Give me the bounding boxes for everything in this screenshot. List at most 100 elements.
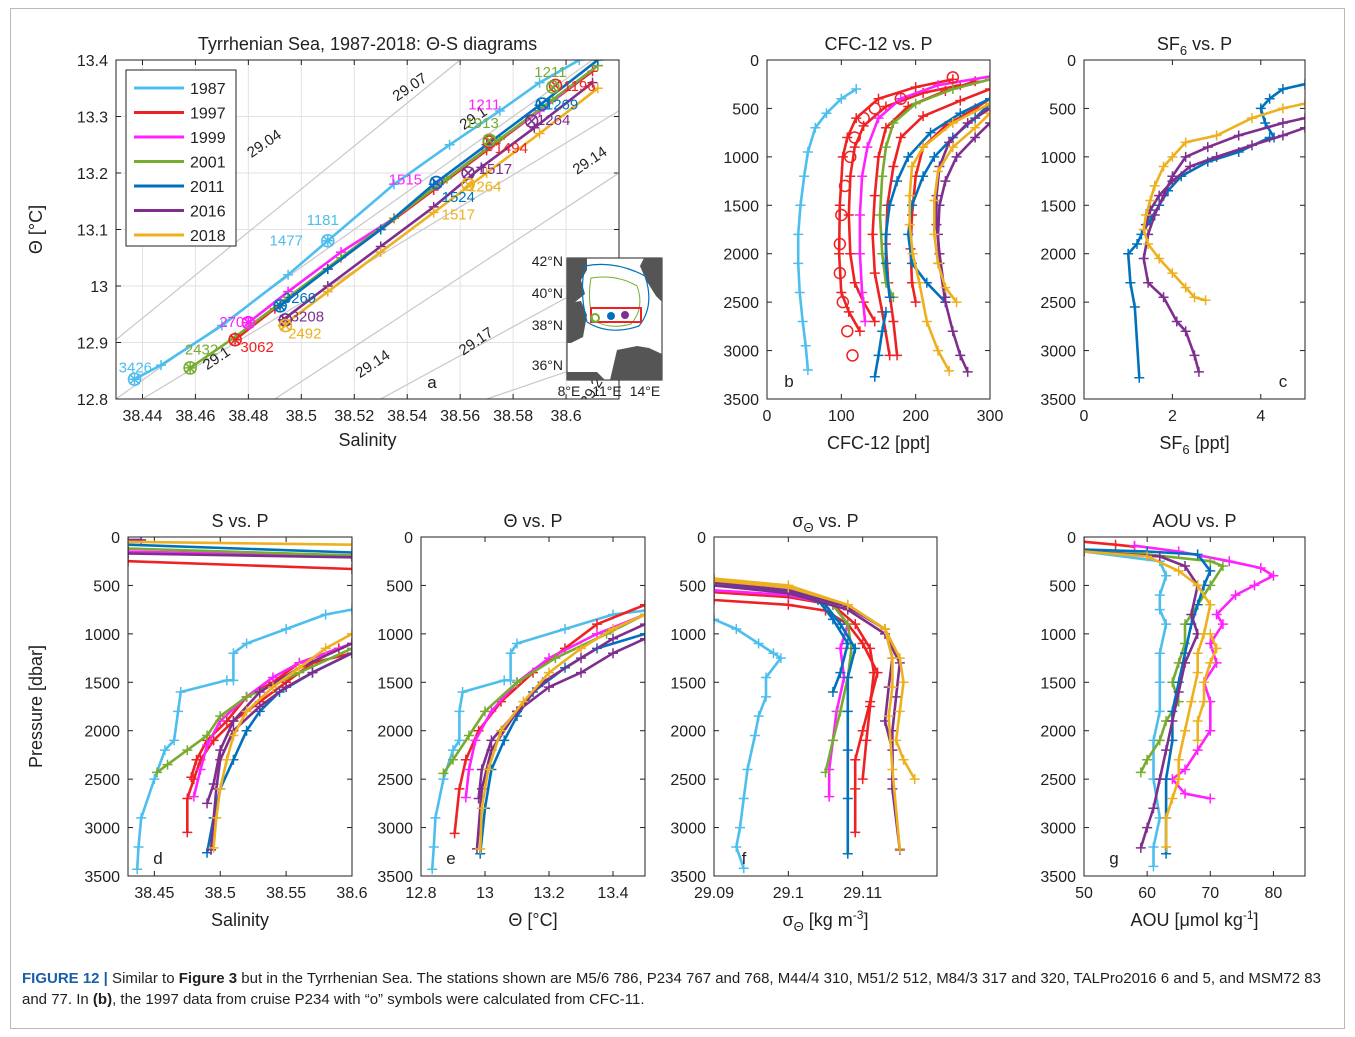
- series-marker-2016: [1180, 561, 1191, 572]
- series-marker-1997: [880, 101, 891, 112]
- series-marker-2018: [1192, 580, 1203, 591]
- x-axis-label-part: σ: [783, 910, 794, 930]
- series-marker-1999: [857, 171, 868, 182]
- caption-figure-label: FIGURE 12 |: [22, 970, 108, 987]
- y-tick-label: 500: [732, 101, 759, 118]
- series-line-2018: [212, 632, 352, 849]
- series-marker-1997: [1110, 539, 1121, 550]
- isopycnal-line: [116, 60, 461, 341]
- x-tick-label: 29.1: [773, 885, 804, 902]
- y-tick-label: 2000: [723, 247, 759, 264]
- depth-annotation: 1517: [442, 206, 475, 223]
- series-marker-1987: [388, 179, 399, 190]
- series-marker-2011: [592, 60, 603, 65]
- figure-caption: FIGURE 12 | Similar to Figure 3 but in t…: [22, 968, 1332, 1010]
- series-marker-1987: [735, 822, 746, 833]
- series-marker-1997: [845, 171, 856, 182]
- cfc11-derived-circle: [835, 208, 848, 222]
- series-marker-2018: [970, 122, 981, 133]
- depth-annotation: 1477: [270, 232, 303, 249]
- series-marker-2001: [827, 735, 838, 746]
- series-marker-2018: [887, 682, 898, 693]
- series-marker-2018: [932, 345, 943, 356]
- series-marker-2018: [985, 108, 990, 119]
- series-group: [427, 599, 645, 875]
- series-marker-2018: [940, 282, 951, 293]
- series-marker-2011: [925, 127, 936, 138]
- series-marker-2001: [151, 767, 162, 778]
- series-marker-2016: [1189, 350, 1200, 361]
- series-marker-2001: [550, 653, 561, 664]
- series-marker-1987: [454, 735, 465, 746]
- panel-label: e: [446, 849, 455, 868]
- series-marker-1987: [173, 706, 184, 717]
- series-marker-2018: [483, 764, 494, 775]
- cfc11-derived-circle: [836, 295, 850, 309]
- cfc11-derived-circle: [841, 324, 854, 338]
- series-marker-1997: [842, 132, 853, 143]
- x-tick-label: 38.55: [266, 885, 306, 902]
- plot-area: [1084, 537, 1305, 876]
- x-axis-label-part: [kg m: [804, 910, 853, 930]
- series-group: [793, 71, 990, 382]
- series-marker-2011: [842, 638, 853, 649]
- series-marker-2016: [544, 682, 554, 693]
- series-marker-1987: [793, 229, 804, 240]
- series-marker-2016: [985, 117, 990, 128]
- series-marker-1999: [267, 672, 278, 683]
- panel-f-sigma-theta-vs-p: 29.09 29.1 29.11 0 500 1000 1500 2000 2500 3000 35…: [670, 511, 938, 934]
- series-marker-1987: [1161, 570, 1172, 581]
- series-marker-1997: [888, 161, 899, 172]
- depth-annotation: 1524: [442, 189, 475, 206]
- series-marker-1987: [797, 316, 808, 327]
- x-tick-label: 0: [763, 408, 772, 425]
- series-marker-1997: [869, 316, 880, 327]
- series-marker-2011: [241, 725, 252, 736]
- chart-title-part: 6: [1180, 43, 1187, 58]
- x-axis-label-part: -1: [1243, 908, 1254, 922]
- series-marker-1987: [799, 171, 810, 182]
- series-marker-2011: [1192, 549, 1203, 560]
- series-marker-2011: [1084, 544, 1089, 555]
- y-tick-label: 13.4: [77, 53, 108, 70]
- series-marker-2011: [640, 628, 645, 639]
- series-marker-1999: [1180, 764, 1191, 775]
- y-tick-label: 3000: [84, 821, 120, 838]
- series-marker-1987: [753, 711, 764, 722]
- series-marker-2016: [576, 667, 586, 678]
- series-marker-2016: [128, 537, 133, 545]
- series-marker-2018: [1192, 667, 1203, 678]
- series-marker-2018: [1200, 295, 1211, 306]
- series-marker-2016: [1277, 130, 1288, 141]
- series-marker-1987: [749, 730, 760, 741]
- series-marker-2011: [128, 539, 133, 550]
- series-marker-2011: [842, 745, 853, 756]
- series-marker-2016: [940, 292, 951, 303]
- series-marker-2018: [534, 128, 545, 139]
- series-marker-1997: [714, 587, 719, 598]
- depth-annotation: 1913: [465, 115, 498, 132]
- series-marker-2011: [842, 672, 853, 683]
- series-marker-2018: [294, 662, 305, 673]
- station-dot: [621, 311, 629, 319]
- cfc11-derived-circle: [946, 71, 960, 84]
- series-line-1999: [858, 75, 990, 322]
- series-marker-1999: [1205, 725, 1216, 736]
- series-marker-2016: [228, 716, 239, 727]
- land-mass-africa: [567, 372, 605, 380]
- series-marker-2001: [438, 768, 449, 779]
- series-marker-1997: [880, 122, 891, 133]
- series-marker-1987: [283, 269, 294, 280]
- series-marker-2016: [608, 648, 618, 659]
- y-tick-label: 500: [93, 578, 120, 595]
- x-tick-label: 80: [1265, 885, 1283, 902]
- inset-lon-label: 8°E: [558, 383, 581, 399]
- series-marker-2018: [932, 258, 943, 269]
- series-marker-2018: [347, 539, 352, 550]
- series-marker-1997: [854, 326, 865, 337]
- y-tick-label: 1000: [1040, 627, 1076, 644]
- series-marker-1997: [869, 190, 880, 201]
- y-tick-label: 3500: [84, 869, 120, 886]
- series-marker-2018: [929, 195, 940, 206]
- y-tick-label: 500: [1049, 101, 1076, 118]
